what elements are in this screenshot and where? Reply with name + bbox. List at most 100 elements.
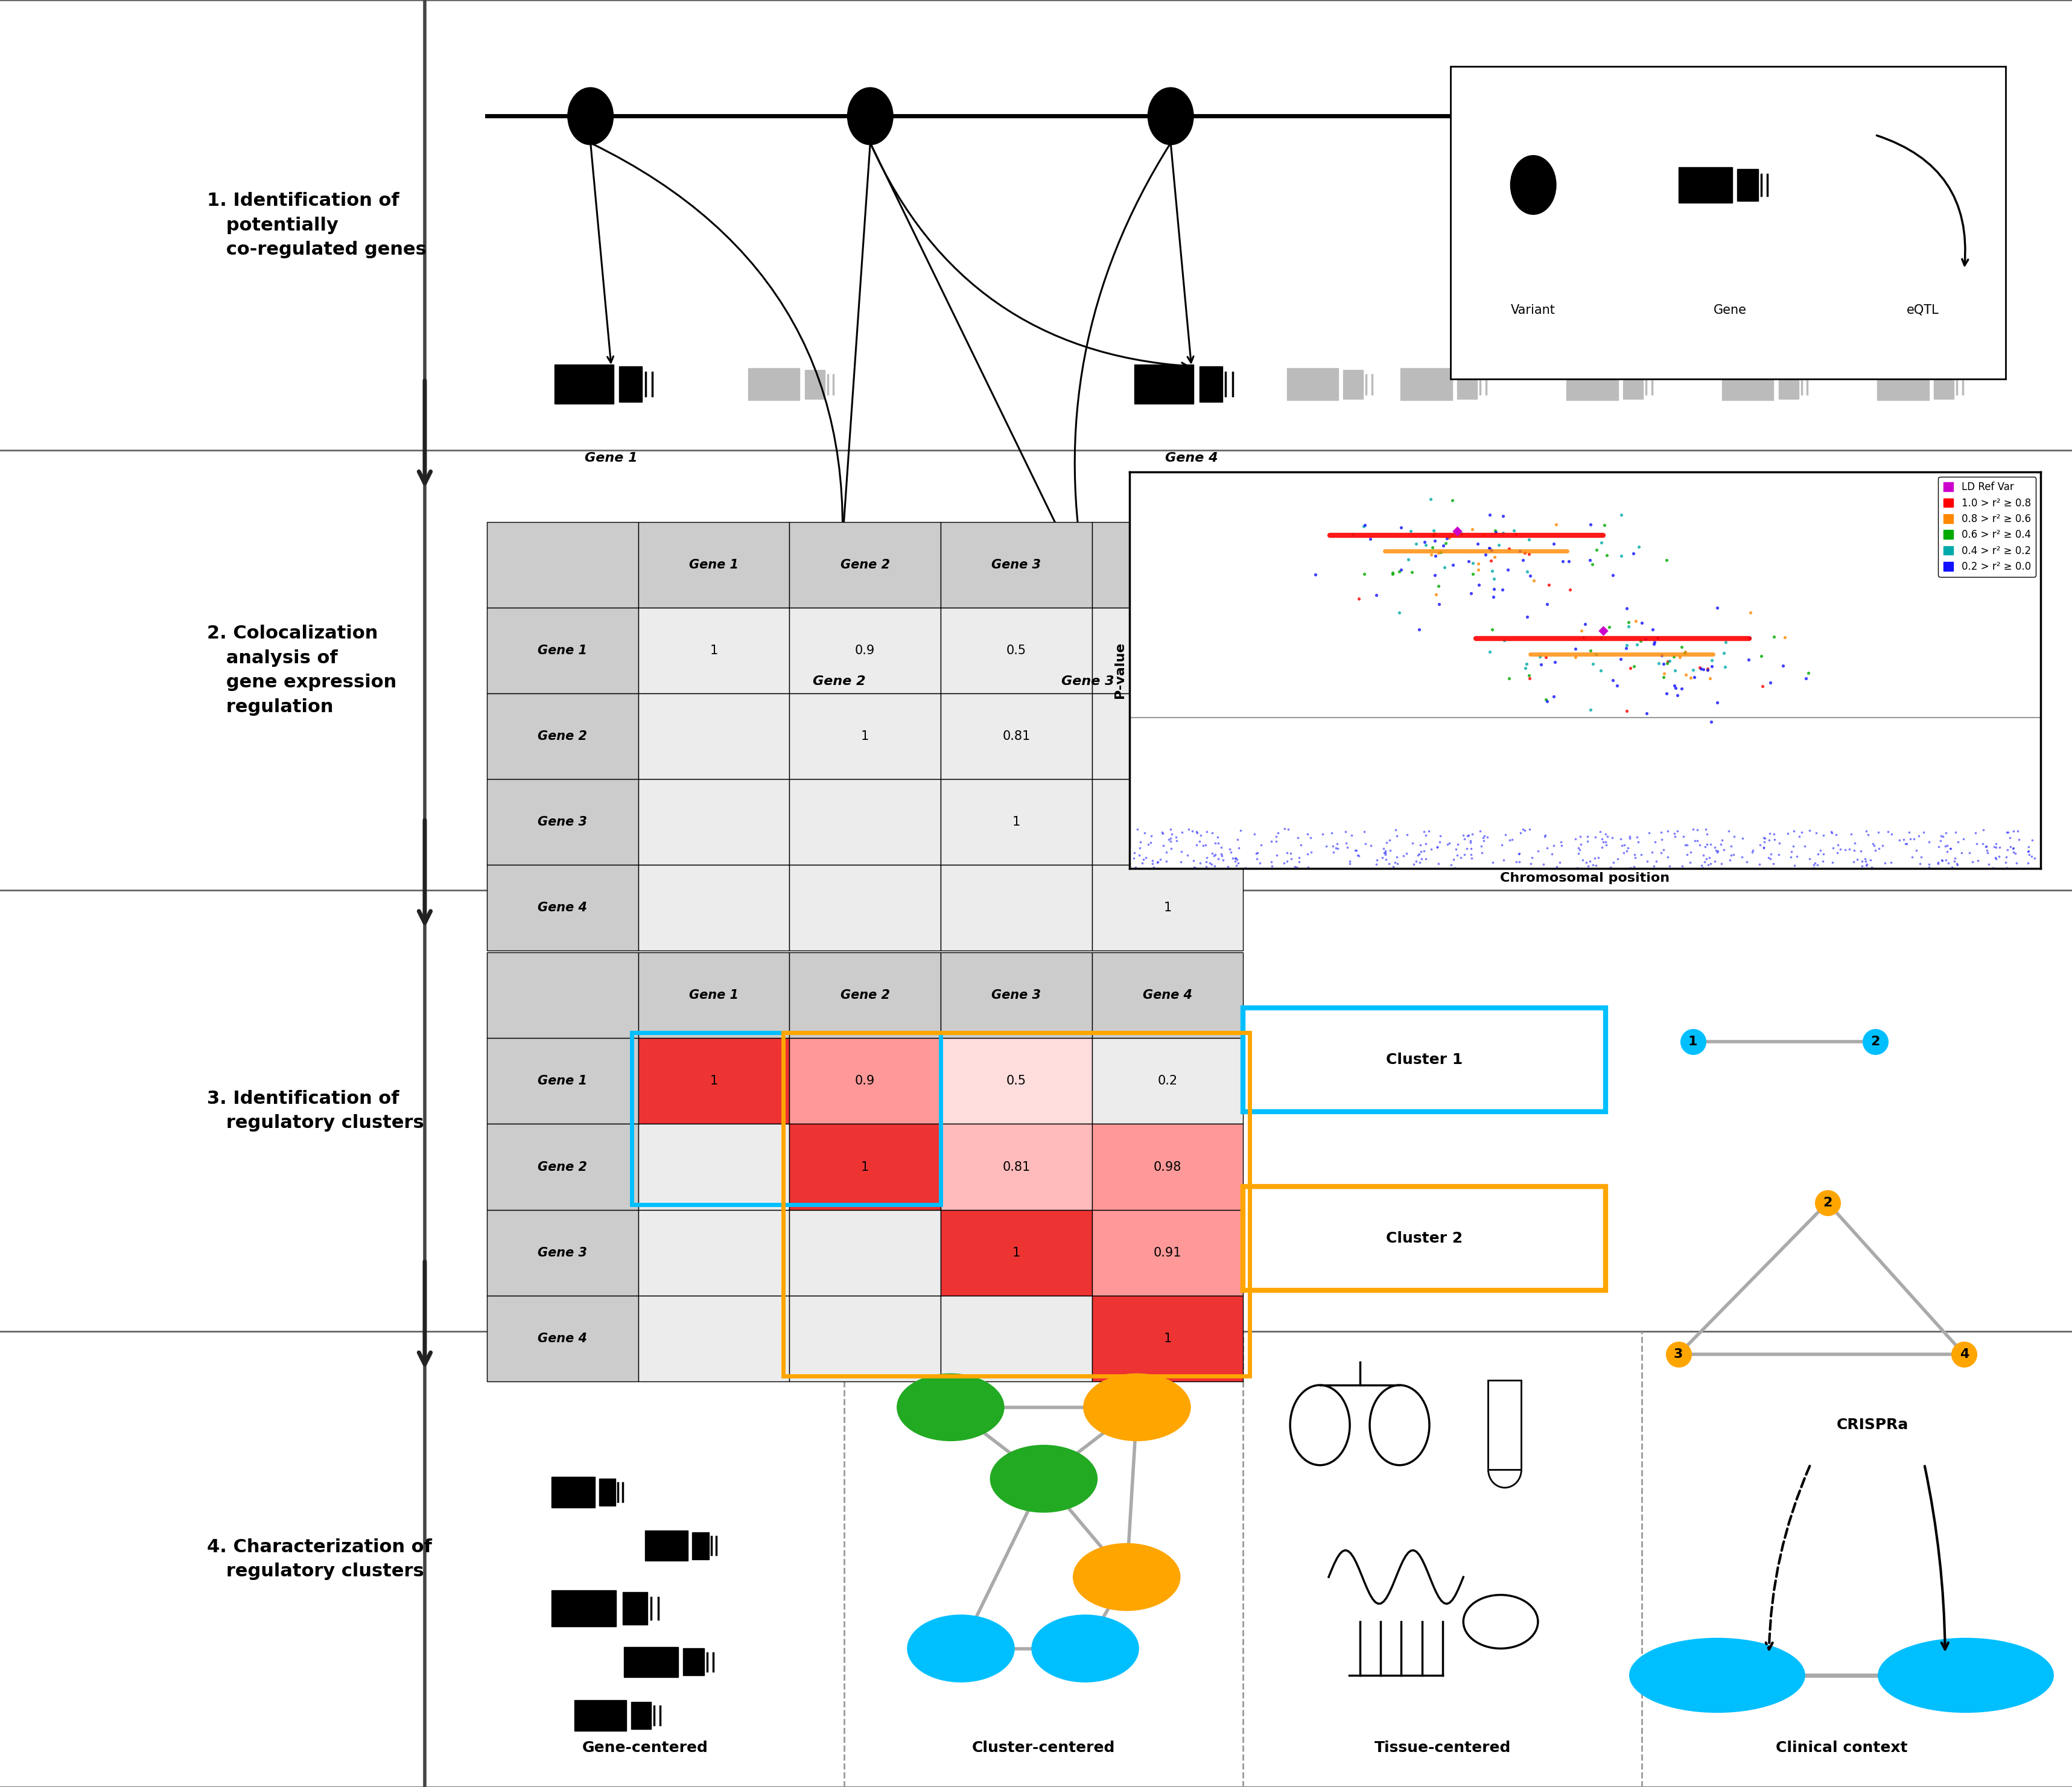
Point: [1726, 824, 1759, 852]
Point: [1732, 645, 1765, 674]
Point: [1993, 833, 2026, 861]
Point: [1256, 852, 1289, 881]
Point: [1743, 851, 1776, 879]
Bar: [487, 522, 638, 608]
Point: [1979, 845, 2012, 874]
Point: [1637, 629, 1670, 658]
Point: [1475, 849, 1508, 877]
Bar: [1457, 370, 1477, 399]
Point: [1687, 842, 1720, 870]
Text: 1. Identification of
   potentially
   co-regulated genes: 1. Identification of potentially co-regu…: [207, 191, 427, 259]
Bar: [1343, 370, 1363, 399]
Point: [1397, 849, 1430, 877]
Point: [1392, 545, 1426, 574]
Point: [1204, 833, 1237, 861]
Ellipse shape: [990, 1444, 1098, 1512]
Point: [1513, 540, 1546, 568]
Point: [1579, 843, 1612, 872]
Point: [1370, 829, 1403, 858]
Text: 0.98: 0.98: [1154, 1162, 1181, 1172]
Ellipse shape: [908, 1615, 1015, 1683]
Point: [1666, 822, 1699, 851]
Point: [1436, 486, 1469, 515]
Text: 0.5: 0.5: [1007, 1076, 1026, 1086]
Point: [1745, 642, 1778, 670]
Text: Gene 4: Gene 4: [539, 902, 586, 913]
Ellipse shape: [1073, 1542, 1181, 1612]
Point: [1374, 826, 1407, 854]
Point: [1272, 815, 1305, 843]
Point: [1397, 829, 1430, 858]
Point: [1894, 824, 1927, 852]
Point: [1941, 851, 1975, 879]
Point: [1622, 827, 1656, 856]
Point: [1467, 520, 1500, 549]
Text: 0.5: 0.5: [1007, 645, 1026, 656]
Point: [1347, 559, 1380, 588]
Point: [1848, 845, 1881, 874]
Bar: [1092, 865, 1243, 951]
Point: [1423, 590, 1457, 618]
Ellipse shape: [1510, 155, 1556, 214]
Bar: [487, 1038, 638, 1124]
Point: [1291, 852, 1324, 881]
Text: Gene 4: Gene 4: [539, 1333, 586, 1344]
Point: [1854, 845, 1888, 874]
Point: [1962, 845, 1995, 874]
Point: [1970, 838, 2004, 867]
Bar: [1092, 779, 1243, 865]
Point: [1332, 847, 1365, 876]
Point: [1863, 818, 1896, 847]
Point: [1734, 599, 1767, 627]
Point: [1840, 845, 1873, 874]
Bar: [1092, 522, 1243, 608]
Point: [1589, 541, 1622, 570]
Point: [1689, 815, 1722, 843]
Point: [1407, 836, 1440, 865]
Bar: [789, 1038, 941, 1124]
Bar: [632, 1701, 651, 1730]
Point: [1405, 838, 1438, 867]
Point: [1455, 843, 1488, 872]
Text: Variant: Variant: [1510, 304, 1556, 316]
Point: [1564, 617, 1598, 645]
Point: [1164, 847, 1198, 876]
Point: [1610, 634, 1643, 663]
Point: [1664, 643, 1697, 672]
Point: [1960, 829, 1993, 858]
Point: [1535, 840, 1569, 868]
Point: [1452, 547, 1486, 575]
Text: 1: 1: [1689, 1036, 1697, 1047]
Point: [1610, 697, 1643, 726]
Point: [1966, 829, 1999, 858]
Point: [1610, 836, 1643, 865]
Bar: [1092, 1210, 1243, 1296]
Point: [1585, 624, 1618, 652]
Point: [1989, 849, 2022, 877]
Bar: [941, 522, 1092, 608]
Point: [1268, 849, 1301, 877]
Text: 2. Colocalization
   analysis of
   gene expression
   regulation: 2. Colocalization analysis of gene expre…: [207, 625, 398, 715]
Point: [1330, 829, 1363, 858]
Point: [1571, 827, 1604, 856]
Point: [1146, 818, 1179, 847]
Point: [1160, 826, 1193, 854]
Point: [1695, 708, 1728, 736]
Point: [1444, 520, 1477, 549]
Point: [1183, 827, 1216, 856]
Point: [1707, 638, 1740, 667]
Point: [1529, 820, 1562, 849]
Point: [1438, 845, 1471, 874]
Bar: [1092, 608, 1243, 693]
Point: [1434, 851, 1467, 879]
Point: [1537, 529, 1571, 558]
Bar: [599, 1478, 615, 1506]
Point: [1465, 838, 1498, 867]
Point: [1415, 484, 1448, 513]
Point: [1774, 838, 1807, 867]
Point: [1798, 818, 1832, 847]
Point: [2012, 833, 2045, 861]
Point: [1639, 847, 1672, 876]
Point: [1409, 822, 1442, 851]
Bar: [551, 1476, 595, 1508]
